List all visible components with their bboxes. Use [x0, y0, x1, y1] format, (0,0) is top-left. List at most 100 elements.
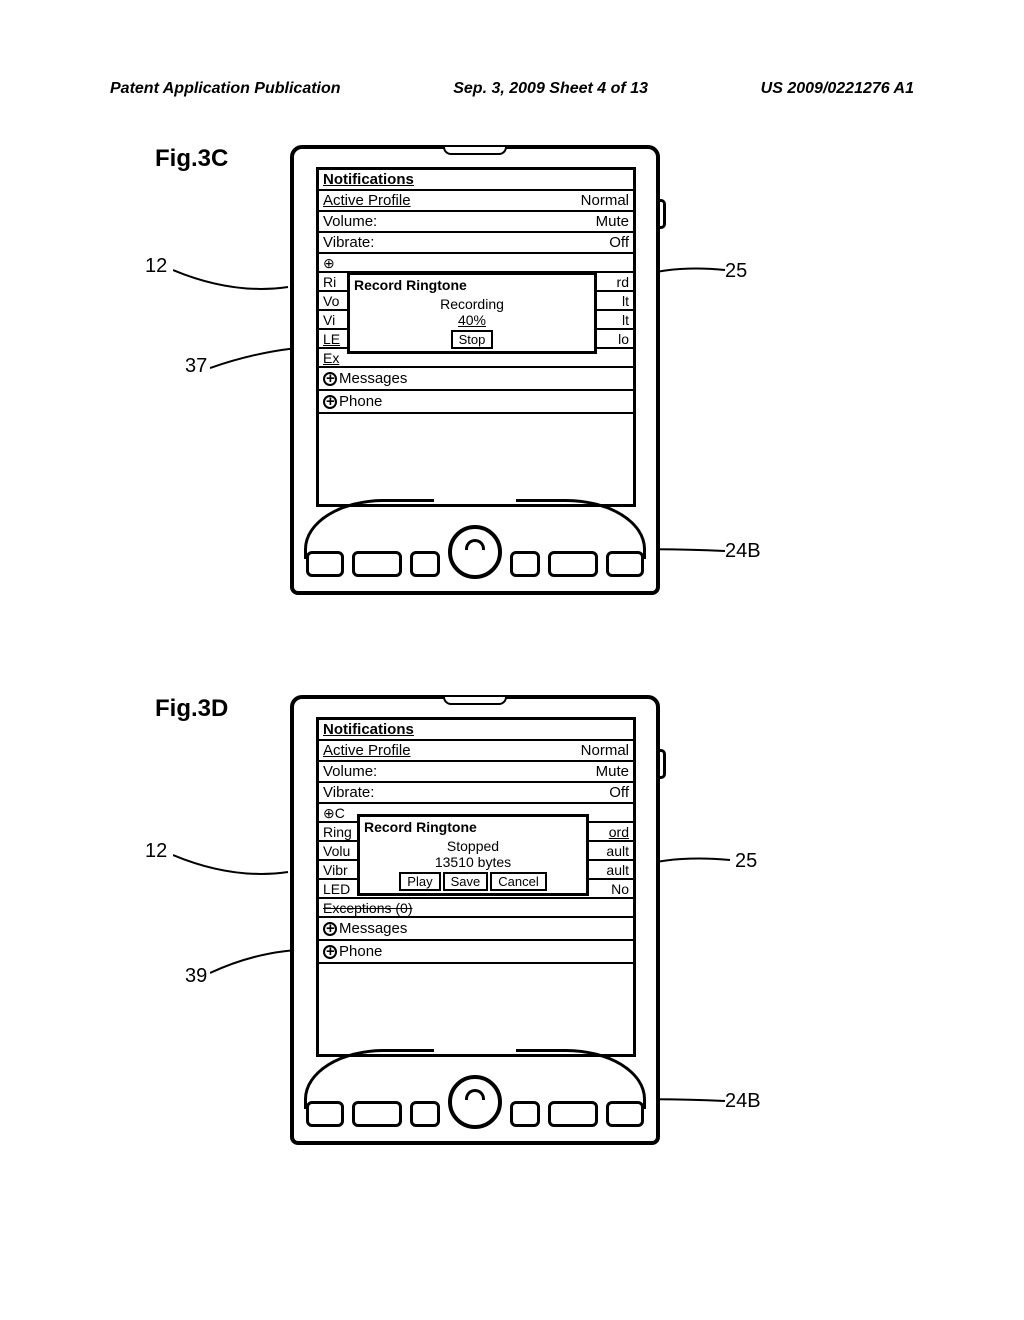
vibrate-value: Off	[609, 234, 629, 251]
device-3c: Notifications Active Profile Normal Volu…	[290, 145, 660, 595]
bg-l5: Ex	[323, 350, 339, 365]
vibrate-label: Vibrate:	[323, 784, 374, 801]
plus-icon	[323, 945, 337, 959]
popup-status: Stopped	[360, 838, 586, 854]
bg-r2: ault	[606, 843, 629, 858]
hw-button[interactable]	[410, 1101, 440, 1127]
vibrate-value: Off	[609, 784, 629, 801]
save-button[interactable]: Save	[443, 872, 489, 891]
hw-button[interactable]	[306, 551, 344, 577]
callout-12-line	[173, 265, 293, 295]
notifications-label: Notifications	[323, 171, 414, 188]
hw-arc-right	[516, 499, 646, 559]
volume-label: Volume:	[323, 213, 377, 230]
active-profile-label: Active Profile	[323, 742, 411, 759]
hw-button[interactable]	[548, 1101, 598, 1127]
page-header: Patent Application Publication Sep. 3, 2…	[0, 80, 1024, 98]
hw-button[interactable]	[352, 1101, 402, 1127]
messages-item[interactable]: Messages	[319, 918, 633, 941]
hw-button[interactable]	[352, 551, 402, 577]
plus-icon	[323, 372, 337, 386]
vibrate-row[interactable]: Vibrate: Off	[319, 233, 633, 254]
screen-3d: Notifications Active Profile Normal Volu…	[316, 717, 636, 1057]
vibrate-label: Vibrate:	[323, 234, 374, 251]
bg-l0: ⊕	[323, 255, 335, 270]
hw-button[interactable]	[510, 551, 540, 577]
notifications-header: Notifications	[319, 170, 633, 191]
hw-button[interactable]	[548, 551, 598, 577]
bg-l1: Ri	[323, 274, 336, 289]
bg-r1: ord	[609, 824, 629, 839]
bg-l1: Ring	[323, 824, 352, 839]
active-profile-value: Normal	[581, 192, 629, 209]
phone-label: Phone	[339, 393, 382, 410]
hw-arc-right	[516, 1049, 646, 1109]
nav-trackball[interactable]	[448, 1075, 502, 1129]
popup-status: Recording	[350, 296, 594, 312]
bg-r3: ault	[606, 862, 629, 877]
phone-item[interactable]: Phone	[319, 391, 633, 414]
bg-l3: Vi	[323, 312, 335, 327]
messages-label: Messages	[339, 370, 407, 387]
bg-l4: LE	[323, 331, 340, 346]
active-profile-label: Active Profile	[323, 192, 411, 209]
hardware-buttons	[294, 1068, 656, 1133]
header-left: Patent Application Publication	[110, 80, 341, 98]
callout-12-line	[173, 850, 293, 880]
hw-button[interactable]	[606, 551, 644, 577]
phone-label: Phone	[339, 943, 382, 960]
hw-button[interactable]	[410, 551, 440, 577]
hw-arc-left	[304, 1049, 434, 1109]
header-center: Sep. 3, 2009 Sheet 4 of 13	[453, 80, 648, 98]
device-3d: Notifications Active Profile Normal Volu…	[290, 695, 660, 1145]
bg-row-0: ⊕	[319, 254, 633, 273]
bg-r2: lt	[622, 293, 629, 308]
callout-24b: 24B	[725, 540, 761, 563]
messages-label: Messages	[339, 920, 407, 937]
stop-button[interactable]: Stop	[451, 330, 494, 349]
volume-label: Volume:	[323, 763, 377, 780]
exceptions-label: Exceptions (0)	[323, 900, 412, 915]
header-right: US 2009/0221276 A1	[761, 80, 914, 98]
volume-value: Mute	[596, 763, 629, 780]
figure-3d: Fig.3D 12 39 25 24B Notifications Active…	[155, 695, 660, 1145]
volume-row[interactable]: Volume: Mute	[319, 762, 633, 783]
active-profile-value: Normal	[581, 742, 629, 759]
fig-3d-label: Fig.3D	[155, 695, 228, 723]
volume-row[interactable]: Volume: Mute	[319, 212, 633, 233]
hw-button[interactable]	[306, 1101, 344, 1127]
callout-12: 12	[145, 255, 167, 278]
nav-trackball[interactable]	[448, 525, 502, 579]
hw-button[interactable]	[606, 1101, 644, 1127]
callout-37: 37	[185, 355, 207, 378]
bg-l2: Volu	[323, 843, 350, 858]
exceptions-row: Exceptions (0)	[319, 899, 633, 918]
bg-r4: No	[611, 881, 629, 896]
active-profile-row[interactable]: Active Profile Normal	[319, 191, 633, 212]
bg-r1: rd	[617, 274, 629, 289]
bg-r3: lt	[622, 312, 629, 327]
callout-39: 39	[185, 965, 207, 988]
side-notch	[658, 749, 666, 779]
bg-l0: ⊕C	[323, 805, 345, 820]
vibrate-row[interactable]: Vibrate: Off	[319, 783, 633, 804]
messages-item[interactable]: Messages	[319, 368, 633, 391]
volume-value: Mute	[596, 213, 629, 230]
active-profile-row[interactable]: Active Profile Normal	[319, 741, 633, 762]
record-popup-3d: Record Ringtone Stopped 13510 bytes Play…	[357, 814, 589, 896]
bg-r4: lo	[618, 331, 629, 346]
popup-bytes: 13510 bytes	[360, 854, 586, 870]
play-button[interactable]: Play	[399, 872, 440, 891]
bg-l4: LED	[323, 881, 350, 896]
screen-3c: Notifications Active Profile Normal Volu…	[316, 167, 636, 507]
hw-button[interactable]	[510, 1101, 540, 1127]
hardware-buttons	[294, 518, 656, 583]
bg-l3: Vibr	[323, 862, 348, 877]
popup-percent: 40%	[350, 312, 594, 328]
fig-3c-label: Fig.3C	[155, 145, 228, 173]
notifications-label: Notifications	[323, 721, 414, 738]
phone-item[interactable]: Phone	[319, 941, 633, 964]
popup-title: Record Ringtone	[350, 275, 594, 296]
cancel-button[interactable]: Cancel	[490, 872, 546, 891]
side-notch	[658, 199, 666, 229]
